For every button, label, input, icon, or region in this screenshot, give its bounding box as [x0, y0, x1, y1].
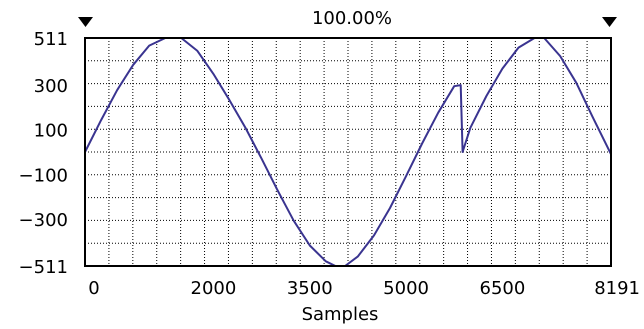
y-tick-label: 511	[34, 29, 68, 50]
x-tick-label: 6500	[480, 278, 526, 299]
tick-label-layer: 511 300 100 −100 −300 −511 0 2000 3500 5000 6500 81…	[19, 29, 640, 299]
y-tick-label: 100	[34, 121, 68, 142]
triangle-down-icon[interactable]	[602, 17, 617, 27]
plot-frame	[84, 37, 612, 267]
zoom-label: 100.00%	[312, 8, 392, 29]
y-tick-label: −100	[19, 165, 68, 186]
grid-layer	[85, 38, 611, 266]
x-tick-label: 3500	[287, 278, 333, 299]
x-tick-label: 0	[88, 278, 99, 299]
x-tick-label: 8191	[594, 278, 640, 299]
x-tick-label: 2000	[191, 278, 237, 299]
x-tick-label: 5000	[383, 278, 429, 299]
y-tick-label: 300	[34, 76, 68, 97]
y-tick-label: −511	[19, 257, 68, 278]
x-axis-label: Samples	[302, 304, 379, 325]
y-tick-label: −300	[19, 210, 68, 231]
frame-layer	[84, 37, 612, 267]
triangle-down-icon[interactable]	[78, 17, 93, 27]
